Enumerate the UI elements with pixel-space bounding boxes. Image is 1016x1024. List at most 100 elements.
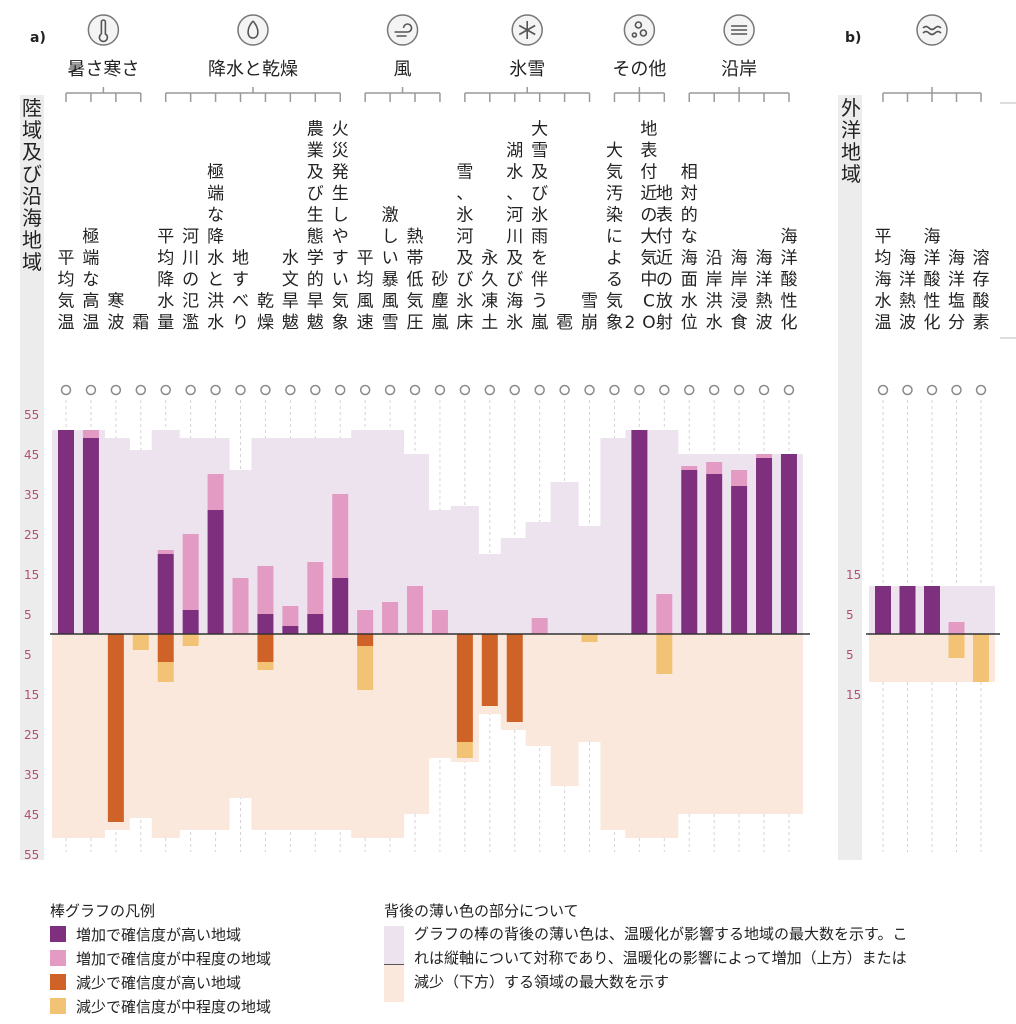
- legend-label: 増加で確信度が中程度の地域: [76, 949, 272, 968]
- background-bar-down: [893, 634, 922, 682]
- bar-medium-decrease: [257, 662, 274, 670]
- bar-medium-increase: [407, 586, 424, 634]
- background-legend-title-text: 背後の薄い色の部分について: [384, 901, 579, 920]
- category-label-char: 溶: [973, 249, 990, 269]
- category-marker: [185, 384, 196, 396]
- group-label: 降水と乾燥: [208, 59, 298, 80]
- category-label-char: 海: [731, 249, 748, 269]
- category-label-char: 及: [531, 163, 548, 183]
- category-marker: [634, 384, 645, 396]
- category-label-char: 均: [157, 249, 174, 269]
- category-label-char: 性: [924, 292, 941, 312]
- category-label: 雹: [556, 313, 573, 333]
- bar-medium-increase: [182, 534, 199, 610]
- category-label-char: 、: [456, 184, 473, 204]
- y-tick-label: 5: [846, 648, 854, 662]
- category-label-char: 温: [82, 313, 99, 333]
- category-label-char: 生: [332, 184, 349, 204]
- category-label-char: 帯: [407, 249, 424, 269]
- side-label-bar: [838, 95, 862, 860]
- category-label-char: 学: [307, 249, 324, 269]
- side-label-char: 域: [841, 162, 861, 186]
- side-label-char: 地: [22, 228, 42, 252]
- y-tick-label: 45: [24, 808, 39, 822]
- side-label-char: 洋: [841, 118, 861, 142]
- category-label-char: 沿: [706, 249, 723, 269]
- y-tick-label: 55: [24, 848, 39, 862]
- category-label-char: 極: [82, 227, 99, 247]
- category-label-char: す: [232, 270, 249, 290]
- category-marker: [85, 384, 97, 396]
- category-label-char: 均: [58, 270, 75, 290]
- legend-item: 増加で確信度が中程度の地域: [50, 946, 271, 970]
- category-label-char: 2: [624, 313, 635, 333]
- background-bar-down: [550, 634, 579, 786]
- bar-high-increase: [257, 614, 274, 634]
- category-label-char: 魃: [282, 313, 299, 333]
- category-marker: [434, 384, 446, 396]
- side-label-char: 陸: [22, 96, 42, 120]
- category-label-char: 雹: [556, 313, 573, 333]
- background-legend-text: グラフの棒の背後の薄い色は、温暖化が影響する地域の最大数を示す。これは縦軸につい…: [414, 925, 908, 991]
- category-label-char: 付: [640, 163, 657, 183]
- category-label-char: 河: [182, 227, 199, 247]
- category-label-char: 熱: [756, 292, 773, 312]
- category-label-char: 海: [681, 249, 698, 269]
- legend-title-text: 棒グラフの凡例: [50, 901, 156, 920]
- category-label-char: 浸: [731, 292, 748, 312]
- legend-label: 減少で確信度が中程度の地域: [76, 997, 272, 1016]
- category-label-char: 洋: [948, 270, 965, 290]
- water-drop-icon: [237, 14, 269, 46]
- bar-medium-decrease: [948, 634, 965, 658]
- y-tick-label: 15: [24, 688, 39, 702]
- category-label-char: び: [456, 270, 473, 290]
- category-label-char: 塵: [431, 292, 448, 312]
- category-label-char: 霜: [132, 313, 149, 333]
- category-label-char: 河: [506, 206, 523, 226]
- bar-high-increase: [924, 586, 940, 634]
- category-label-char: う: [531, 292, 548, 312]
- category-label-char: 高: [82, 292, 99, 312]
- category-label-char: 降: [207, 227, 224, 247]
- legend-label: 減少で確信度が高い地域: [76, 973, 242, 992]
- category-label-char: し: [332, 206, 349, 226]
- category-marker: [926, 384, 938, 396]
- category-marker: [684, 384, 695, 396]
- bar-high-increase: [875, 586, 891, 634]
- category-label-char: 量: [157, 313, 174, 333]
- bar-medium-increase: [681, 466, 698, 470]
- category-label-char: 均: [875, 249, 892, 269]
- category-label-char: 及: [506, 249, 523, 269]
- category-label-char: 均: [357, 270, 374, 290]
- category-label-char: 永: [481, 249, 498, 269]
- background-bar-up: [351, 430, 380, 634]
- category-label-char: の: [182, 270, 199, 290]
- category-marker: [509, 384, 520, 396]
- background-bar-down: [774, 634, 803, 814]
- bar-legend: 棒グラフの凡例 増加で確信度が高い地域 増加で確信度が中程度の地域 減少で確信度…: [50, 898, 271, 1018]
- bar-medium-increase: [731, 470, 748, 486]
- category-label-char: 近: [640, 184, 657, 204]
- category-label-char: を: [531, 249, 548, 269]
- legend-swatch: [50, 926, 66, 942]
- y-tick-label: 35: [24, 488, 39, 502]
- category-label-char: 熱: [899, 292, 916, 312]
- panel-a-label: a): [30, 30, 46, 46]
- category-label-char: よ: [606, 249, 623, 269]
- bar-medium-decrease: [157, 662, 174, 682]
- category-marker: [409, 384, 421, 396]
- category-marker: [60, 384, 72, 396]
- side-label-char: 地: [841, 140, 861, 164]
- bar-medium-decrease: [581, 634, 598, 642]
- category-label-char: 気: [58, 292, 75, 312]
- category-label-char: 温: [875, 313, 892, 333]
- category-label-char: 川: [182, 249, 199, 269]
- category-label-char: 洋: [924, 249, 941, 269]
- category-marker: [484, 384, 496, 396]
- category-label-char: 洋: [899, 270, 916, 290]
- category-label-char: 表: [640, 141, 657, 161]
- category-label-char: 水: [706, 313, 723, 333]
